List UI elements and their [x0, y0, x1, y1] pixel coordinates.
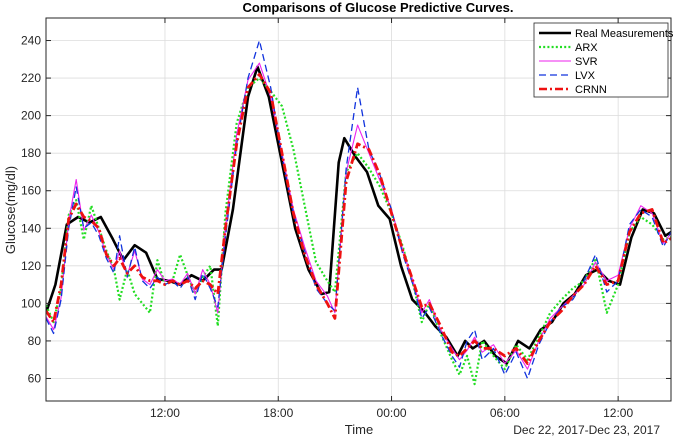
series-line-svr — [46, 62, 671, 370]
series-line-crnn — [46, 72, 671, 365]
x-tick-label: 00:00 — [377, 406, 407, 420]
series-line-lvx — [46, 39, 671, 380]
y-axis-label: Glucose(mg/dl) — [3, 166, 18, 254]
series-line-real-measurements — [46, 65, 671, 365]
y-tick-label: 60 — [28, 371, 42, 385]
legend-label: Real Measurements — [575, 28, 674, 40]
series-layer — [46, 39, 671, 386]
x-tick-label: 06:00 — [490, 406, 520, 420]
y-tick-label: 200 — [21, 109, 41, 123]
y-tick-label: 160 — [21, 184, 41, 198]
tick-layer: 60 80 100 120 140 160 180 200 220 240 12:00 18:00 00… — [21, 18, 671, 420]
y-tick-label: 140 — [21, 221, 41, 235]
x-tick-label: 18:00 — [263, 406, 293, 420]
y-tick-label: 220 — [21, 71, 41, 85]
legend-label: SVR — [575, 56, 598, 68]
x-axis-label: Time — [345, 422, 373, 437]
legend-label: LVX — [575, 70, 596, 82]
x-tick-label: 12:00 — [603, 406, 633, 420]
legend-box — [533, 22, 669, 98]
y-tick-label: 180 — [21, 146, 41, 160]
plot-frame — [45, 17, 672, 402]
x-tick-label: 12:00 — [150, 406, 180, 420]
y-tick-label: 80 — [28, 334, 42, 348]
date-range-label: Dec 22, 2017-Dec 23, 2017 — [513, 423, 660, 437]
series-line-arx — [46, 77, 671, 386]
chart-title: Comparisons of Glucose Predictive Curves… — [243, 0, 514, 15]
legend: Real Measurements ARX SVR LVX CRNN — [533, 22, 674, 98]
y-tick-label: 100 — [21, 296, 41, 310]
y-tick-label: 120 — [21, 259, 41, 273]
y-tick-label: 240 — [21, 34, 41, 48]
legend-label: CRNN — [575, 84, 607, 96]
legend-label: ARX — [575, 42, 598, 54]
